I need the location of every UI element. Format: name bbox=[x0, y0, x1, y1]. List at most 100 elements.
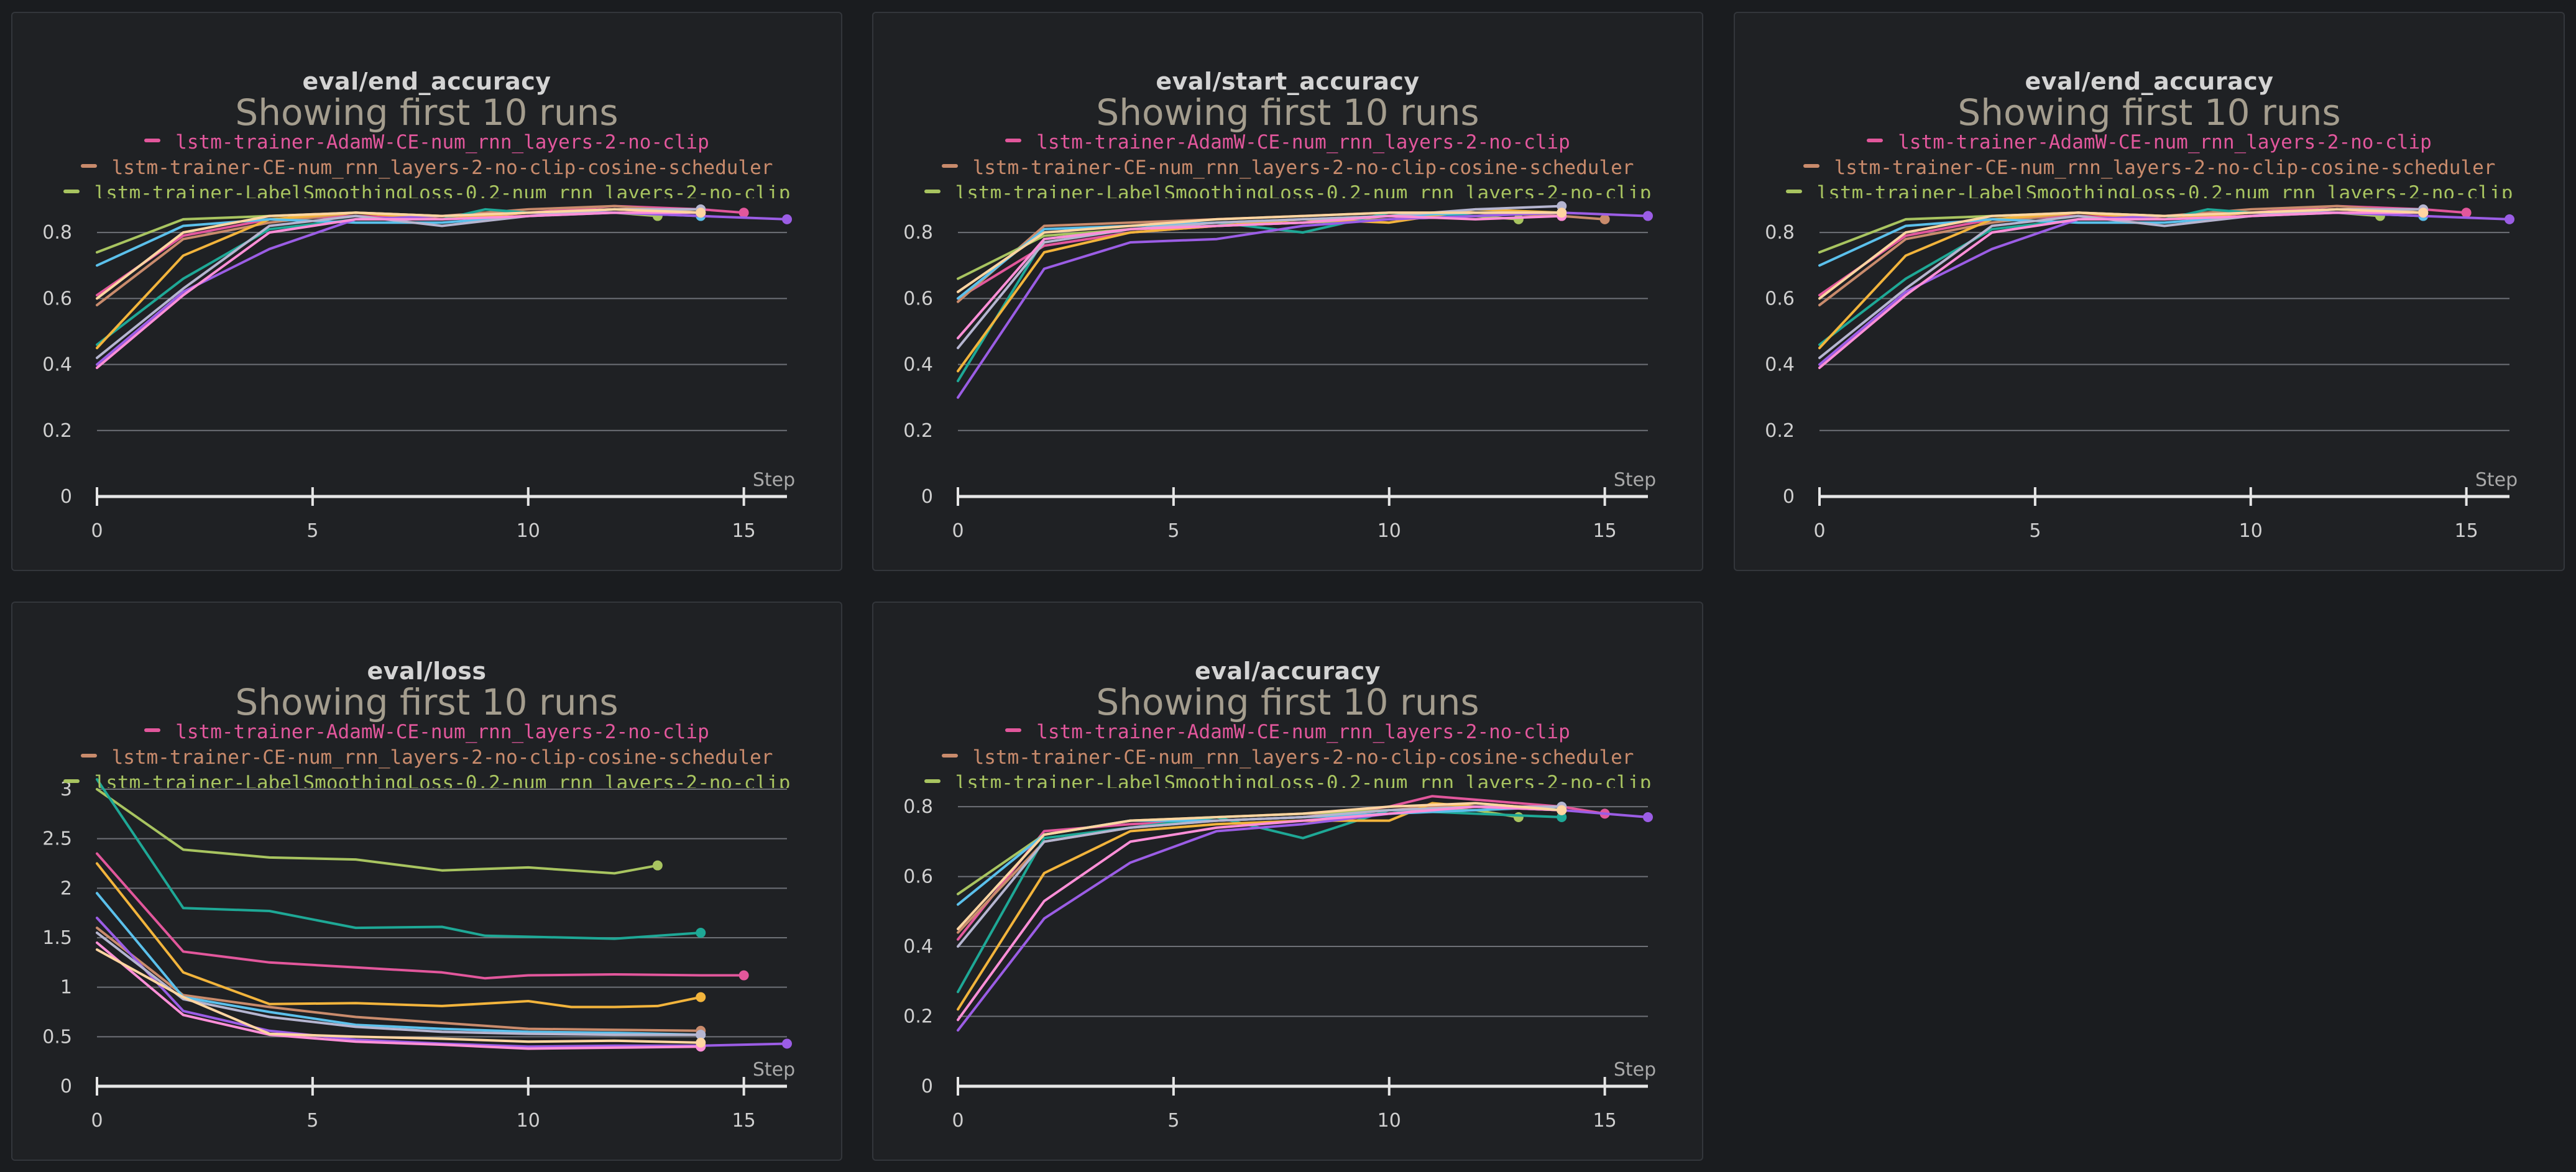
chart-subtitle: Showing first 10 runs bbox=[873, 681, 1702, 723]
series-end-marker[interactable] bbox=[696, 928, 706, 938]
legend-label: lstm-trainer-AdamW-CE-num_rnn_layers-2-n… bbox=[175, 131, 709, 153]
legend-entry-1[interactable]: lstm-trainer-AdamW-CE-num_rnn_layers-2-n… bbox=[12, 720, 841, 744]
series-line[interactable] bbox=[958, 213, 1605, 301]
x-tick-label: 10 bbox=[1378, 520, 1401, 542]
y-tick-label: 0 bbox=[60, 1076, 72, 1097]
legend-entry-3[interactable]: lstm-trainer-LabelSmoothingLoss-0.2-num_… bbox=[12, 771, 841, 788]
legend-entry-2[interactable]: lstm-trainer-CE-num_rnn_layers-2-no-clip… bbox=[873, 745, 1702, 770]
series-line[interactable] bbox=[97, 209, 701, 345]
x-tick-label: 0 bbox=[1813, 520, 1825, 542]
series-line[interactable] bbox=[958, 810, 1562, 992]
y-tick-label: 0.4 bbox=[903, 936, 933, 958]
series-line[interactable] bbox=[97, 893, 701, 1035]
chart-legend: lstm-trainer-AdamW-CE-num_rnn_layers-2-n… bbox=[12, 720, 841, 788]
y-tick-label: 0.2 bbox=[903, 1006, 933, 1028]
legend-swatch bbox=[1005, 728, 1021, 732]
series-end-marker[interactable] bbox=[1514, 214, 1524, 224]
series-line[interactable] bbox=[97, 864, 701, 1007]
legend-swatch bbox=[942, 164, 958, 168]
x-tick-label: 10 bbox=[1378, 1110, 1401, 1132]
chart-subtitle: Showing first 10 runs bbox=[12, 681, 841, 723]
x-axis-label: Step bbox=[753, 1059, 795, 1081]
series-end-marker[interactable] bbox=[696, 992, 706, 1002]
y-tick-label: 0 bbox=[1783, 486, 1795, 508]
legend-swatch bbox=[144, 728, 160, 732]
x-axis-label: Step bbox=[2475, 469, 2518, 491]
x-tick-label: 15 bbox=[1593, 520, 1617, 542]
y-tick-label: 0 bbox=[921, 486, 933, 508]
legend-label: lstm-trainer-LabelSmoothingLoss-0.2-num_… bbox=[94, 182, 791, 198]
x-tick-label: 5 bbox=[2029, 520, 2041, 542]
legend-swatch bbox=[63, 190, 80, 193]
series-end-marker[interactable] bbox=[1643, 211, 1653, 221]
series-end-marker[interactable] bbox=[782, 214, 792, 224]
series-end-marker[interactable] bbox=[1514, 812, 1524, 822]
legend-entry-3[interactable]: lstm-trainer-LabelSmoothingLoss-0.2-num_… bbox=[1735, 181, 2564, 198]
chart-panel-start-accuracy[interactable]: 0 0.2 0.4 0.6 0.8 0 5 10 15 Step eval/start_accur… bbox=[872, 12, 1703, 571]
legend-label: lstm-trainer-CE-num_rnn_layers-2-no-clip… bbox=[112, 746, 773, 769]
series-line[interactable] bbox=[97, 209, 701, 348]
series-end-marker[interactable] bbox=[2418, 208, 2428, 217]
y-tick-label: 0.6 bbox=[42, 288, 72, 309]
legend-entry-1[interactable]: lstm-trainer-AdamW-CE-num_rnn_layers-2-n… bbox=[1735, 130, 2564, 155]
x-tick-label: 0 bbox=[952, 1110, 964, 1132]
series-end-marker[interactable] bbox=[653, 861, 663, 871]
series-line[interactable] bbox=[97, 789, 658, 873]
series-line[interactable] bbox=[1819, 209, 2423, 345]
series-end-marker[interactable] bbox=[2505, 214, 2514, 224]
legend-entry-1[interactable]: lstm-trainer-AdamW-CE-num_rnn_layers-2-n… bbox=[873, 720, 1702, 744]
series-end-marker[interactable] bbox=[739, 971, 749, 981]
legend-label: lstm-trainer-CE-num_rnn_layers-2-no-clip… bbox=[112, 157, 773, 179]
series-end-marker[interactable] bbox=[739, 208, 749, 217]
series-end-marker[interactable] bbox=[782, 1038, 792, 1048]
x-tick-label: 0 bbox=[91, 520, 103, 542]
y-tick-label: 0.4 bbox=[903, 354, 933, 376]
x-tick-label: 15 bbox=[732, 1110, 756, 1132]
legend-entry-3[interactable]: lstm-trainer-LabelSmoothingLoss-0.2-num_… bbox=[12, 181, 841, 198]
y-tick-label: 0.8 bbox=[903, 222, 933, 244]
y-tick-label: 0 bbox=[60, 486, 72, 508]
y-tick-label: 0.8 bbox=[1765, 222, 1795, 244]
legend-label: lstm-trainer-LabelSmoothingLoss-0.2-num_… bbox=[955, 182, 1652, 198]
legend-entry-1[interactable]: lstm-trainer-AdamW-CE-num_rnn_layers-2-n… bbox=[873, 130, 1702, 155]
series-line[interactable] bbox=[97, 854, 744, 979]
series-end-marker[interactable] bbox=[696, 1038, 706, 1048]
series-line[interactable] bbox=[97, 779, 701, 939]
y-tick-label: 1.5 bbox=[42, 927, 72, 949]
chart-panel-end-accuracy[interactable]: 0 0.2 0.4 0.6 0.8 0 5 10 15 Step eval/end_accurac… bbox=[11, 12, 842, 571]
series-line[interactable] bbox=[1819, 209, 2423, 348]
series-end-marker[interactable] bbox=[1600, 214, 1610, 224]
legend-label: lstm-trainer-AdamW-CE-num_rnn_layers-2-n… bbox=[1036, 131, 1570, 153]
legend-swatch bbox=[81, 754, 97, 758]
legend-entry-2[interactable]: lstm-trainer-CE-num_rnn_layers-2-no-clip… bbox=[12, 155, 841, 180]
chart-legend: lstm-trainer-AdamW-CE-num_rnn_layers-2-n… bbox=[873, 130, 1702, 198]
legend-label: lstm-trainer-CE-num_rnn_layers-2-no-clip… bbox=[1834, 157, 2496, 179]
legend-swatch bbox=[942, 754, 958, 758]
y-tick-label: 0.4 bbox=[42, 354, 72, 376]
legend-entry-2[interactable]: lstm-trainer-CE-num_rnn_layers-2-no-clip… bbox=[1735, 155, 2564, 180]
chart-panel-accuracy[interactable]: 0 0.2 0.4 0.6 0.8 0 5 10 15 Step eval/accuracy Sh… bbox=[872, 602, 1703, 1161]
chart-panel-loss[interactable]: 0 0.5 1 1.5 2 2.5 3 0 5 10 15 Step eval/loss Showin… bbox=[11, 602, 842, 1161]
legend-entry-1[interactable]: lstm-trainer-AdamW-CE-num_rnn_layers-2-n… bbox=[12, 130, 841, 155]
legend-entry-2[interactable]: lstm-trainer-CE-num_rnn_layers-2-no-clip… bbox=[873, 155, 1702, 180]
legend-swatch bbox=[924, 190, 941, 193]
series-end-marker[interactable] bbox=[696, 208, 706, 217]
series-end-marker[interactable] bbox=[1557, 208, 1566, 217]
chart-panel-end-accuracy-2[interactable]: 0 0.2 0.4 0.6 0.8 0 5 10 15 Step eval/end_accurac… bbox=[1734, 12, 2565, 571]
x-tick-label: 10 bbox=[2239, 520, 2263, 542]
series-end-marker[interactable] bbox=[1557, 805, 1566, 815]
x-tick-label: 5 bbox=[1167, 1110, 1179, 1132]
legend-label: lstm-trainer-LabelSmoothingLoss-0.2-num_… bbox=[955, 772, 1652, 788]
series-line[interactable] bbox=[958, 807, 1648, 1030]
series-end-marker[interactable] bbox=[2462, 208, 2472, 217]
legend-entry-3[interactable]: lstm-trainer-LabelSmoothingLoss-0.2-num_… bbox=[873, 771, 1702, 788]
legend-swatch bbox=[81, 164, 97, 168]
legend-label: lstm-trainer-CE-num_rnn_layers-2-no-clip… bbox=[973, 746, 1634, 769]
y-tick-label: 0.4 bbox=[1765, 354, 1795, 376]
y-tick-label: 0 bbox=[921, 1076, 933, 1097]
legend-entry-3[interactable]: lstm-trainer-LabelSmoothingLoss-0.2-num_… bbox=[873, 181, 1702, 198]
chart-legend: lstm-trainer-AdamW-CE-num_rnn_layers-2-n… bbox=[873, 720, 1702, 788]
y-tick-label: 0.8 bbox=[903, 796, 933, 818]
legend-entry-2[interactable]: lstm-trainer-CE-num_rnn_layers-2-no-clip… bbox=[12, 745, 841, 770]
series-end-marker[interactable] bbox=[1643, 812, 1653, 822]
